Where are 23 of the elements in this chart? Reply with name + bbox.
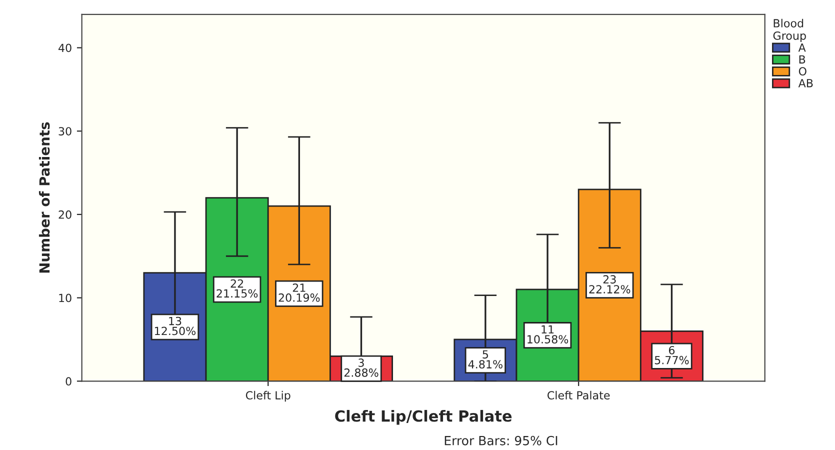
data-label: 3 2.88% bbox=[344, 358, 378, 377]
legend-title: Blood Group bbox=[773, 18, 806, 42]
legend-label: A bbox=[798, 43, 806, 52]
data-label: 21 20.19% bbox=[278, 283, 320, 302]
y-tick-label: 40 bbox=[58, 44, 72, 52]
y-axis-title: Number of Patients bbox=[38, 122, 50, 273]
legend-label: AB bbox=[798, 79, 813, 88]
legend-label: O bbox=[798, 67, 806, 76]
legend-label: B bbox=[799, 55, 806, 64]
y-tick-label: 10 bbox=[59, 294, 72, 302]
y-tick-label: 0 bbox=[66, 377, 72, 386]
x-tick-label: Cleft Lip bbox=[246, 390, 290, 402]
data-label: 23 22.12% bbox=[589, 275, 630, 294]
y-tick-label: 30 bbox=[58, 127, 72, 136]
data-label: 13 12.50% bbox=[155, 316, 196, 336]
text: Error Bars: 95% CI bbox=[444, 436, 558, 446]
data-label: 22 21.15% bbox=[216, 279, 258, 298]
data-label: 5 4.81% bbox=[468, 350, 502, 368]
x-axis-title: Cleft Lip/Cleft Palate bbox=[335, 410, 512, 425]
x-tick-label: Cleft Palate bbox=[548, 390, 610, 400]
data-label: 6 5.77% bbox=[654, 346, 689, 364]
data-label: 11 10.58% bbox=[528, 325, 568, 344]
y-tick-label: 20 bbox=[58, 210, 72, 219]
